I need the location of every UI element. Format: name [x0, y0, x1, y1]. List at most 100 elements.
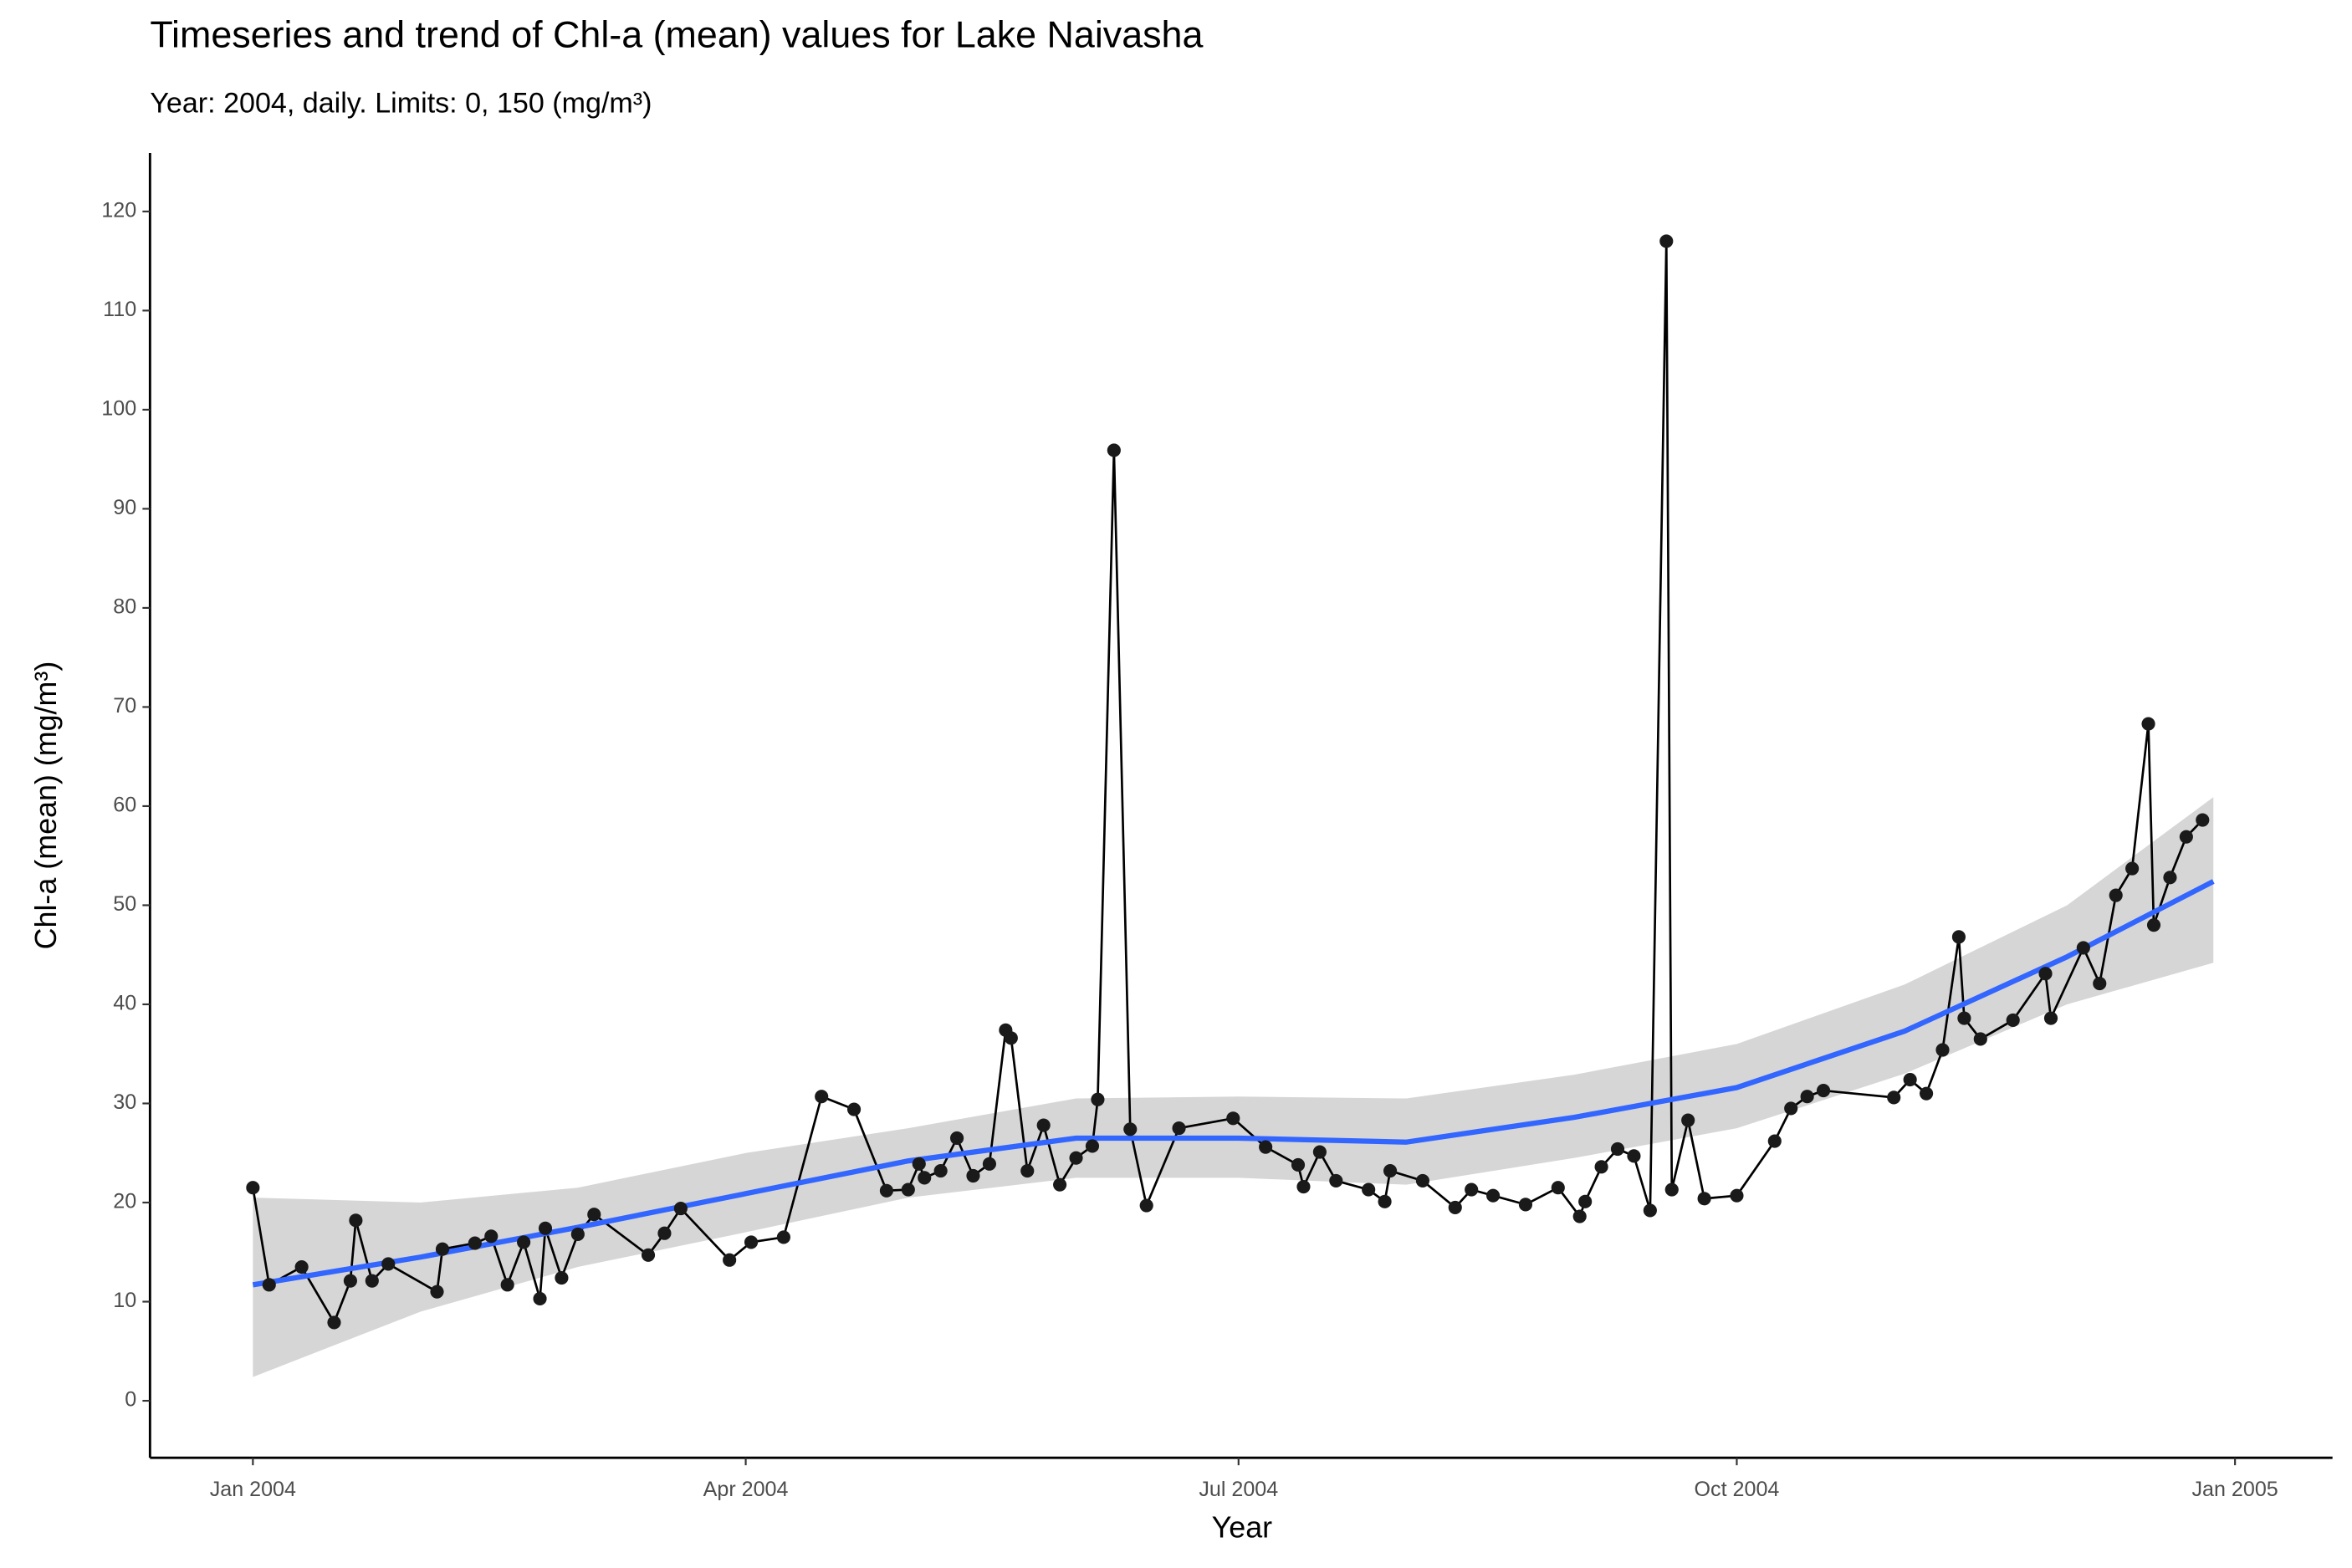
- data-point: [933, 1164, 948, 1178]
- data-point: [1767, 1134, 1782, 1148]
- data-point: [1816, 1084, 1831, 1098]
- data-point: [1551, 1181, 1565, 1195]
- data-point: [555, 1270, 569, 1285]
- data-point: [1259, 1140, 1273, 1154]
- data-point: [517, 1235, 531, 1249]
- data-point: [262, 1278, 276, 1292]
- data-point: [1935, 1043, 1950, 1057]
- trend-line: [252, 879, 2215, 1288]
- data-point: [570, 1227, 585, 1241]
- data-point: [435, 1242, 450, 1256]
- data-point: [1004, 1031, 1018, 1045]
- data-point: [2109, 888, 2123, 902]
- data-point: [1139, 1198, 1153, 1213]
- data-point: [2006, 1013, 2020, 1028]
- y-tick-label: 50: [113, 892, 136, 916]
- data-point: [1465, 1182, 1479, 1197]
- y-tick-label: 80: [113, 595, 136, 619]
- data-point: [1664, 1182, 1679, 1197]
- data-point: [246, 1181, 260, 1195]
- data-point: [1123, 1122, 1138, 1136]
- y-tick-label: 20: [113, 1190, 136, 1213]
- data-point: [484, 1229, 499, 1244]
- data-point: [2093, 977, 2107, 991]
- y-tick-label: 70: [113, 694, 136, 718]
- data-point: [1920, 1086, 1934, 1101]
- data-point: [1312, 1145, 1327, 1159]
- data-point: [1730, 1188, 1744, 1203]
- data-point: [1383, 1164, 1398, 1178]
- data-point: [500, 1278, 514, 1292]
- data-point: [673, 1202, 688, 1216]
- data-point: [1572, 1209, 1587, 1223]
- data-point: [1957, 1011, 1971, 1025]
- data-point: [1069, 1151, 1083, 1165]
- data-point: [918, 1171, 932, 1185]
- data-point: [430, 1285, 444, 1299]
- data-point: [1659, 234, 1674, 248]
- data-point: [1681, 1113, 1695, 1127]
- data-point: [912, 1157, 926, 1171]
- y-tick-label: 30: [113, 1090, 136, 1114]
- data-point: [294, 1259, 309, 1274]
- data-point: [1951, 930, 1966, 944]
- data-point: [1362, 1182, 1376, 1197]
- data-point: [1627, 1149, 1641, 1163]
- data-point: [982, 1157, 997, 1171]
- data-point: [1296, 1179, 1311, 1194]
- data-point: [815, 1090, 829, 1104]
- data-point: [468, 1236, 482, 1250]
- x-tick-label: Apr 2004: [703, 1478, 789, 1501]
- data-point: [1594, 1160, 1608, 1174]
- y-tick-label: 40: [113, 992, 136, 1015]
- x-tick-label: Jul 2004: [1199, 1478, 1278, 1501]
- data-point: [846, 1102, 862, 1116]
- data-point: [1578, 1194, 1593, 1208]
- data-point: [1448, 1200, 1462, 1214]
- data-point: [2179, 830, 2193, 844]
- data-point: [1784, 1101, 1798, 1116]
- data-point: [879, 1183, 893, 1198]
- data-point: [657, 1226, 672, 1240]
- data-point: [966, 1168, 980, 1183]
- data-point: [1053, 1177, 1067, 1192]
- y-axis-title: Chl-a (mean) (mg/m³): [29, 661, 63, 950]
- y-tick-label: 60: [113, 794, 136, 817]
- data-point: [2196, 813, 2210, 827]
- data-point: [343, 1274, 357, 1288]
- data-point: [533, 1291, 547, 1306]
- data-point: [1486, 1188, 1501, 1203]
- data-point: [1226, 1111, 1240, 1126]
- data-point: [1020, 1164, 1035, 1178]
- data-point: [538, 1221, 553, 1235]
- chart-subtitle: Year: 2004, daily. Limits: 0, 150 (mg/m³…: [150, 88, 652, 120]
- data-point: [365, 1274, 379, 1288]
- data-point: [327, 1315, 341, 1330]
- data-point: [2163, 871, 2177, 885]
- data-point: [1610, 1142, 1625, 1157]
- x-axis-title: Year: [1212, 1511, 1273, 1545]
- y-tick-label: 120: [101, 198, 136, 222]
- x-tick-label: Jan 2004: [210, 1478, 296, 1501]
- data-point: [587, 1208, 601, 1222]
- x-tick-label: Oct 2004: [1695, 1478, 1780, 1501]
- data-point: [1291, 1157, 1306, 1172]
- data-point: [381, 1257, 396, 1271]
- data-point: [2076, 941, 2090, 955]
- data-point: [2043, 1011, 2058, 1025]
- data-point: [776, 1230, 790, 1244]
- data-point: [1091, 1092, 1105, 1106]
- data-point: [1887, 1090, 1901, 1105]
- confidence-band: [253, 797, 2214, 1377]
- y-tick-label: 10: [113, 1289, 136, 1312]
- series-line: [252, 241, 2204, 1325]
- data-point: [901, 1182, 915, 1197]
- data-point: [1903, 1072, 1917, 1087]
- data-point: [1172, 1121, 1186, 1136]
- data-point: [1036, 1118, 1051, 1132]
- data-point: [1800, 1090, 1814, 1104]
- y-tick-label: 100: [101, 397, 136, 421]
- chart-title: Timeseries and trend of Chl-a (mean) val…: [150, 13, 1203, 56]
